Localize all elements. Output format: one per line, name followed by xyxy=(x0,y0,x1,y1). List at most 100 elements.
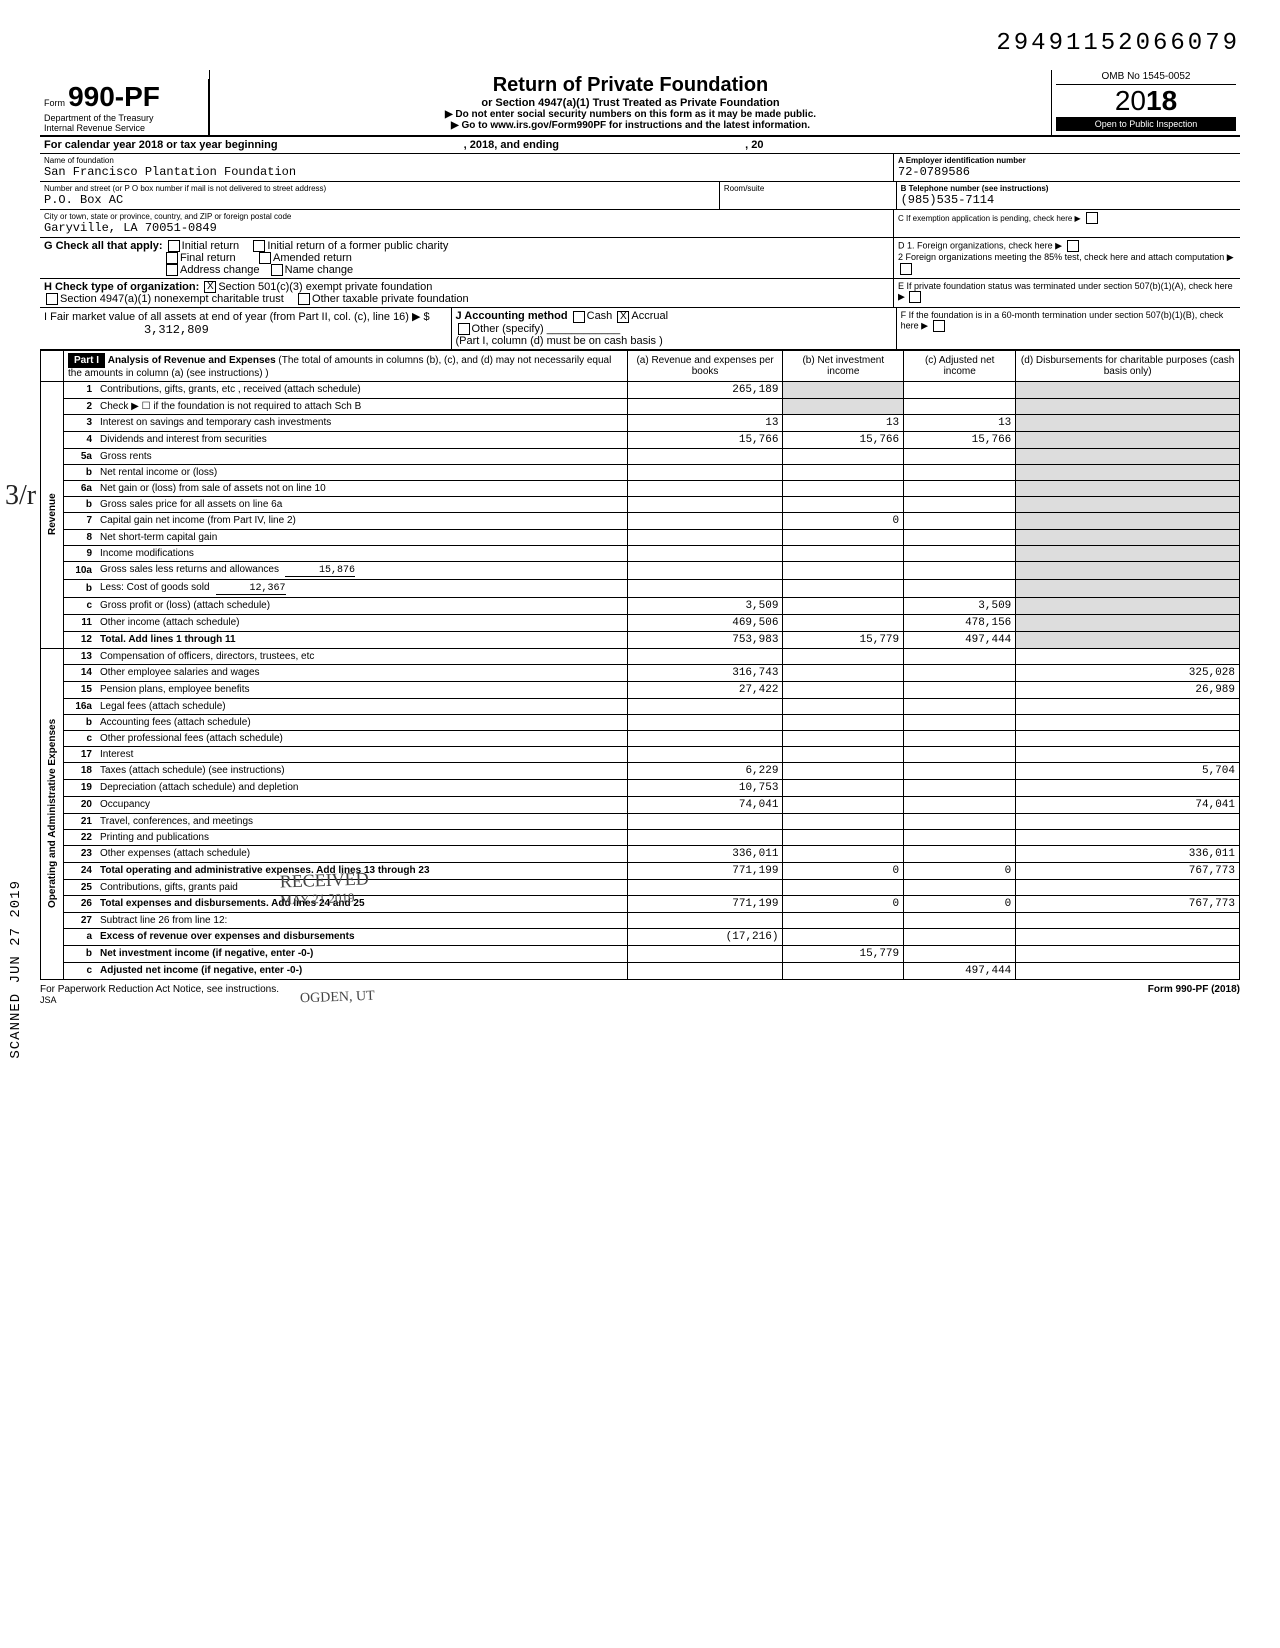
form-number-box: Form 990-PF Department of the Treasury I… xyxy=(40,79,209,135)
table-row: bGross sales price for all assets on lin… xyxy=(41,496,1240,512)
cell-a xyxy=(627,561,783,579)
cell-a: 6,229 xyxy=(627,762,783,779)
cell-a xyxy=(627,512,783,529)
table-row: 8Net short-term capital gain xyxy=(41,529,1240,545)
cell-d xyxy=(1016,431,1240,448)
table-row: 21Travel, conferences, and meetings xyxy=(41,813,1240,829)
cell-a xyxy=(627,813,783,829)
cell-d xyxy=(1016,879,1240,895)
cell-b xyxy=(783,464,904,480)
received-stamp: RECEIVED MAY 21 2019 xyxy=(279,868,369,908)
cell-d xyxy=(1016,928,1240,945)
cell-c: 497,444 xyxy=(904,631,1016,648)
j-accrual-check[interactable]: X xyxy=(617,311,629,323)
name-label: Name of foundation xyxy=(44,156,889,165)
h-501c3-check[interactable]: X xyxy=(204,281,216,293)
line-desc: Net short-term capital gain xyxy=(96,529,627,545)
cell-b xyxy=(783,529,904,545)
h-other-check[interactable] xyxy=(298,293,310,305)
line-desc: Check ▶ ☐ if the foundation is not requi… xyxy=(96,398,627,414)
cell-d: 336,011 xyxy=(1016,845,1240,862)
cell-d: 767,773 xyxy=(1016,862,1240,879)
cell-c: 478,156 xyxy=(904,614,1016,631)
cell-d xyxy=(1016,579,1240,597)
line-number: 22 xyxy=(64,829,97,845)
expenses-side-label: Operating and Administrative Expenses xyxy=(41,648,64,979)
side-blank xyxy=(41,350,64,381)
irs-line: Internal Revenue Service xyxy=(44,123,204,133)
line-number: 23 xyxy=(64,845,97,862)
cell-c xyxy=(904,545,1016,561)
c-checkbox[interactable] xyxy=(1086,212,1098,224)
cell-b xyxy=(783,779,904,796)
line-number: 15 xyxy=(64,681,97,698)
col-d-header: (d) Disbursements for charitable purpose… xyxy=(1016,350,1240,381)
g-initial-check[interactable] xyxy=(168,240,180,252)
table-row: 25Contributions, gifts, grants paid xyxy=(41,879,1240,895)
sub-value: 12,367 xyxy=(216,583,286,595)
line-number: c xyxy=(64,730,97,746)
line-number: 9 xyxy=(64,545,97,561)
line-desc: Subtract line 26 from line 12: xyxy=(96,912,627,928)
j-other-check[interactable] xyxy=(458,323,470,335)
cell-c xyxy=(904,579,1016,597)
cell-d xyxy=(1016,912,1240,928)
cell-b xyxy=(783,730,904,746)
g-name-check[interactable] xyxy=(271,264,283,276)
table-row: cGross profit or (loss) (attach schedule… xyxy=(41,597,1240,614)
line-desc: Net gain or (loss) from sale of assets n… xyxy=(96,480,627,496)
line-number: 18 xyxy=(64,762,97,779)
line-desc: Depreciation (attach schedule) and deple… xyxy=(96,779,627,796)
cell-d xyxy=(1016,448,1240,464)
e-check[interactable] xyxy=(909,291,921,303)
room-label: Room/suite xyxy=(724,184,892,193)
cell-b xyxy=(783,912,904,928)
cell-b: 15,766 xyxy=(783,431,904,448)
line-desc: Excess of revenue over expenses and disb… xyxy=(96,928,627,945)
part1-badge: Part I xyxy=(68,353,105,368)
cell-b xyxy=(783,762,904,779)
table-row: 11Other income (attach schedule)469,5064… xyxy=(41,614,1240,631)
f-check[interactable] xyxy=(933,320,945,332)
cell-c xyxy=(904,448,1016,464)
line-number: 20 xyxy=(64,796,97,813)
cell-a xyxy=(627,879,783,895)
cell-d xyxy=(1016,398,1240,414)
line-desc: Printing and publications xyxy=(96,829,627,845)
city-c-row: City or town, state or province, country… xyxy=(40,210,1240,238)
cell-a xyxy=(627,714,783,730)
line-number: c xyxy=(64,597,97,614)
j-cash-check[interactable] xyxy=(573,311,585,323)
cell-a xyxy=(627,496,783,512)
calendar-year-row: For calendar year 2018 or tax year begin… xyxy=(40,137,1240,154)
cell-a: 74,041 xyxy=(627,796,783,813)
line-desc: Occupancy xyxy=(96,796,627,813)
line-number: a xyxy=(64,928,97,945)
cell-c: 0 xyxy=(904,895,1016,912)
line-number: 2 xyxy=(64,398,97,414)
h-4947-check[interactable] xyxy=(46,293,58,305)
g-initial-former-check[interactable] xyxy=(253,240,265,252)
name-ein-row: Name of foundation San Francisco Plantat… xyxy=(40,154,1240,182)
table-row: 18Taxes (attach schedule) (see instructi… xyxy=(41,762,1240,779)
table-row: 26Total expenses and disbursements. Add … xyxy=(41,895,1240,912)
d2-check[interactable] xyxy=(900,263,912,275)
cell-a xyxy=(627,730,783,746)
cell-c xyxy=(904,762,1016,779)
table-row: bLess: Cost of goods sold12,367 xyxy=(41,579,1240,597)
cell-a xyxy=(627,480,783,496)
d1-check[interactable] xyxy=(1067,240,1079,252)
part1-title: Analysis of Revenue and Expenses xyxy=(108,355,276,366)
dept-line: Department of the Treasury xyxy=(44,113,204,123)
ogden-stamp: OGDEN, UT xyxy=(300,989,375,1008)
line-number: b xyxy=(64,464,97,480)
cell-d xyxy=(1016,631,1240,648)
line-desc: Net investment income (if negative, ente… xyxy=(96,945,627,962)
cell-a: 753,983 xyxy=(627,631,783,648)
line-desc: Accounting fees (attach schedule) xyxy=(96,714,627,730)
cell-d xyxy=(1016,614,1240,631)
g-final-check[interactable] xyxy=(166,252,178,264)
g-amended-check[interactable] xyxy=(259,252,271,264)
cell-d xyxy=(1016,746,1240,762)
g-addr-check[interactable] xyxy=(166,264,178,276)
